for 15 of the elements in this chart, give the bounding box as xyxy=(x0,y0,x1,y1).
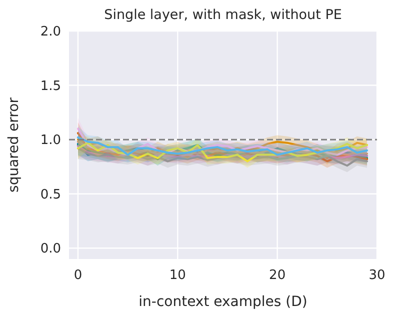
chart-title: Single layer, with mask, without PE xyxy=(104,7,342,23)
y-tick-label: 0.0 xyxy=(40,242,61,257)
x-tick-label: 0 xyxy=(74,268,82,283)
x-tick-label: 20 xyxy=(269,268,286,283)
x-tick-label: 10 xyxy=(169,268,186,283)
line-series xyxy=(76,136,368,156)
y-tick-label: 2.0 xyxy=(40,24,61,40)
y-axis-title: squared error xyxy=(6,97,22,192)
y-tick-label: 1.0 xyxy=(40,133,61,148)
line-series xyxy=(76,128,368,156)
x-axis-title: in-context examples (D) xyxy=(138,294,308,310)
line-series xyxy=(76,147,368,167)
y-tick-label: 1.5 xyxy=(40,78,61,94)
x-tick-label: 30 xyxy=(368,268,386,283)
y-tick-label: 0.5 xyxy=(40,187,61,202)
